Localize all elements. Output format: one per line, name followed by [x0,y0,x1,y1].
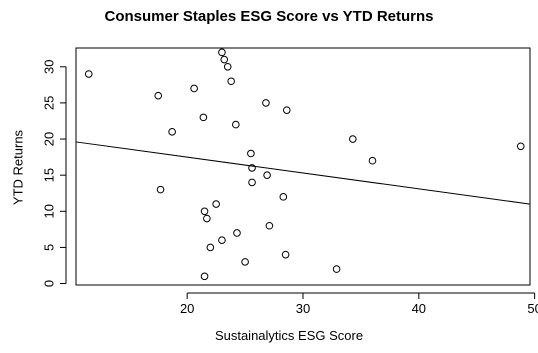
data-point [206,243,215,252]
data-point [349,135,357,143]
data-point [247,149,255,158]
y-tick-label: 30 [41,60,56,74]
data-point [232,120,240,129]
y-axis-label: YTD Returns [10,129,26,206]
data-point [220,55,229,64]
data-point [218,48,226,57]
data-point [200,207,209,216]
data-point [265,221,274,230]
data-point [190,84,198,93]
data-point [218,236,226,245]
data-point [263,171,271,179]
data-point [248,178,256,187]
data-point [227,77,235,86]
data-point [223,62,232,71]
x-tick-label: 20 [180,301,194,316]
data-point [168,128,176,136]
data-point [332,265,341,273]
regression-line [75,141,531,205]
chart-title: Consumer Staples ESG Score vs YTD Return… [104,8,434,25]
y-tick-label: 0 [41,280,56,287]
data-point [233,229,241,237]
regression-line-group [75,141,531,205]
data-point [156,185,165,194]
data-point [282,106,291,114]
data-point [248,164,256,172]
data-point [154,91,163,100]
y-tick-label: 5 [41,244,56,251]
data-point [281,250,290,259]
y-tick-label: 25 [41,96,56,110]
data-point [279,193,288,201]
y-tick-label: 15 [41,168,56,182]
data-point [516,142,525,151]
x-tick-label: 30 [296,301,310,316]
y-tick-label: 10 [41,204,56,218]
data-point [203,214,211,223]
y-tick-label: 20 [41,132,56,146]
data-point [368,156,377,165]
data-point [200,272,209,281]
data-point [199,113,208,122]
axes-group: 20 30 40 50 0 5 10 15 20 25 30 [41,47,538,316]
data-point [262,99,270,107]
data-point [241,258,249,266]
data-point [84,70,93,78]
x-axis-label: Sustainalytics ESG Score [214,328,364,343]
data-point [212,200,220,208]
points-group [84,48,525,281]
plot-frame [75,47,531,286]
x-tick-label: 50 [527,301,538,316]
x-tick-label: 40 [412,301,426,316]
